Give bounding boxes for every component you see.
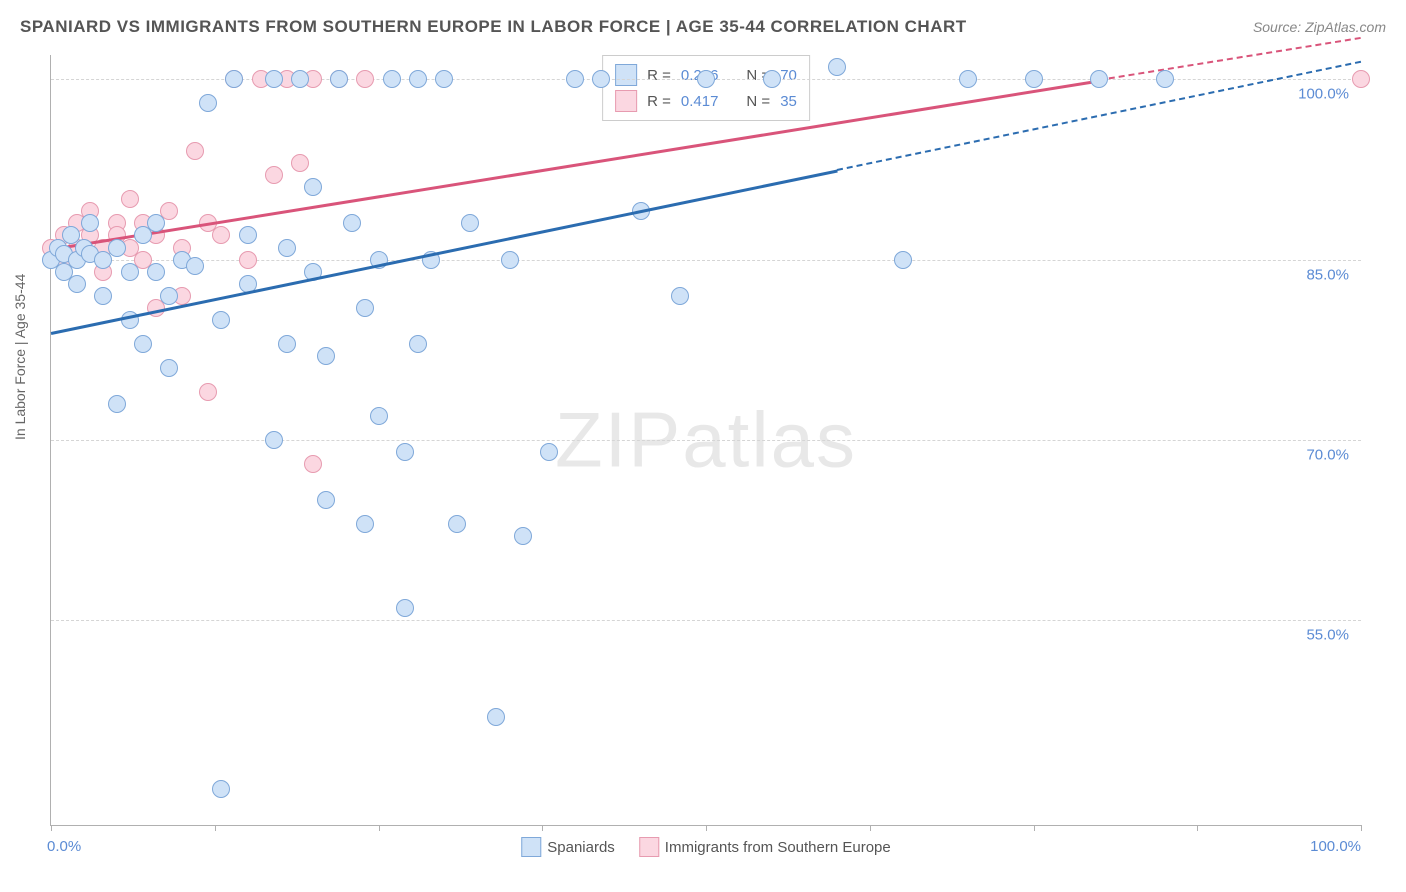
data-point-spaniards xyxy=(828,58,846,76)
data-point-spaniards xyxy=(592,70,610,88)
data-point-immigrants xyxy=(291,154,309,172)
data-point-spaniards xyxy=(894,251,912,269)
x-tick-mark xyxy=(706,825,707,831)
data-point-spaniards xyxy=(304,178,322,196)
data-point-spaniards xyxy=(147,263,165,281)
data-point-spaniards xyxy=(278,239,296,257)
data-point-spaniards xyxy=(186,257,204,275)
data-point-spaniards xyxy=(763,70,781,88)
data-point-immigrants xyxy=(121,190,139,208)
data-point-spaniards xyxy=(265,70,283,88)
data-point-spaniards xyxy=(212,780,230,798)
data-point-immigrants xyxy=(199,383,217,401)
data-point-spaniards xyxy=(514,527,532,545)
x-tick-label: 0.0% xyxy=(47,838,81,855)
data-point-spaniards xyxy=(108,239,126,257)
data-point-spaniards xyxy=(265,431,283,449)
data-point-immigrants xyxy=(186,142,204,160)
data-point-spaniards xyxy=(291,70,309,88)
y-tick-label: 70.0% xyxy=(1306,447,1349,464)
data-point-immigrants xyxy=(212,226,230,244)
x-tick-mark xyxy=(1034,825,1035,831)
data-point-spaniards xyxy=(671,287,689,305)
data-point-spaniards xyxy=(94,287,112,305)
data-point-spaniards xyxy=(199,94,217,112)
data-point-spaniards xyxy=(959,70,977,88)
legend-swatch-spaniards xyxy=(615,64,637,86)
chart-title: SPANIARD VS IMMIGRANTS FROM SOUTHERN EUR… xyxy=(20,17,967,37)
y-axis-label: In Labor Force | Age 35-44 xyxy=(12,274,28,440)
legend-item-spaniards: Spaniards xyxy=(521,837,615,857)
x-tick-mark xyxy=(51,825,52,831)
data-point-immigrants xyxy=(265,166,283,184)
data-point-spaniards xyxy=(396,599,414,617)
data-point-spaniards xyxy=(1090,70,1108,88)
data-point-spaniards xyxy=(225,70,243,88)
data-point-spaniards xyxy=(435,70,453,88)
data-point-spaniards xyxy=(212,311,230,329)
data-point-spaniards xyxy=(370,407,388,425)
data-point-spaniards xyxy=(278,335,296,353)
data-point-spaniards xyxy=(1156,70,1174,88)
y-tick-label: 55.0% xyxy=(1306,627,1349,644)
data-point-spaniards xyxy=(317,347,335,365)
data-point-spaniards xyxy=(540,443,558,461)
data-point-spaniards xyxy=(501,251,519,269)
legend-row-immigrants: R = 0.417 N = 35 xyxy=(615,88,797,114)
data-point-spaniards xyxy=(383,70,401,88)
x-tick-mark xyxy=(870,825,871,831)
legend-swatch-immigrants xyxy=(615,90,637,112)
data-point-spaniards xyxy=(409,335,427,353)
scatter-plot-area: ZIPatlas R = 0.296 N = 70 R = 0.417 N = … xyxy=(50,55,1361,826)
trend-line-spaniards xyxy=(51,169,837,334)
data-point-spaniards xyxy=(330,70,348,88)
data-point-spaniards xyxy=(487,708,505,726)
data-point-spaniards xyxy=(147,214,165,232)
data-point-spaniards xyxy=(461,214,479,232)
data-point-spaniards xyxy=(68,275,86,293)
data-point-spaniards xyxy=(108,395,126,413)
y-tick-label: 85.0% xyxy=(1306,266,1349,283)
x-tick-label: 100.0% xyxy=(1310,838,1361,855)
data-point-spaniards xyxy=(81,214,99,232)
data-point-spaniards xyxy=(343,214,361,232)
series-legend: Spaniards Immigrants from Southern Europ… xyxy=(521,837,890,857)
data-point-spaniards xyxy=(409,70,427,88)
data-point-immigrants xyxy=(1352,70,1370,88)
data-point-immigrants xyxy=(356,70,374,88)
legend-item-immigrants: Immigrants from Southern Europe xyxy=(639,837,891,857)
legend-swatch-icon xyxy=(521,837,541,857)
gridline xyxy=(51,620,1361,621)
data-point-immigrants xyxy=(304,455,322,473)
x-tick-mark xyxy=(542,825,543,831)
data-point-spaniards xyxy=(134,335,152,353)
x-tick-mark xyxy=(1361,825,1362,831)
data-point-immigrants xyxy=(239,251,257,269)
data-point-spaniards xyxy=(566,70,584,88)
y-tick-label: 100.0% xyxy=(1298,86,1349,103)
data-point-spaniards xyxy=(396,443,414,461)
data-point-spaniards xyxy=(448,515,466,533)
x-tick-mark xyxy=(379,825,380,831)
chart-header: SPANIARD VS IMMIGRANTS FROM SOUTHERN EUR… xyxy=(20,12,1386,42)
legend-swatch-icon xyxy=(639,837,659,857)
source-attribution: Source: ZipAtlas.com xyxy=(1253,19,1386,35)
data-point-spaniards xyxy=(1025,70,1043,88)
data-point-spaniards xyxy=(121,263,139,281)
data-point-spaniards xyxy=(160,287,178,305)
data-point-spaniards xyxy=(356,515,374,533)
x-tick-mark xyxy=(215,825,216,831)
data-point-spaniards xyxy=(697,70,715,88)
trend-line-dashed-immigrants xyxy=(1099,37,1361,81)
data-point-spaniards xyxy=(239,226,257,244)
x-tick-mark xyxy=(1197,825,1198,831)
data-point-spaniards xyxy=(317,491,335,509)
data-point-spaniards xyxy=(356,299,374,317)
data-point-spaniards xyxy=(160,359,178,377)
gridline xyxy=(51,440,1361,441)
